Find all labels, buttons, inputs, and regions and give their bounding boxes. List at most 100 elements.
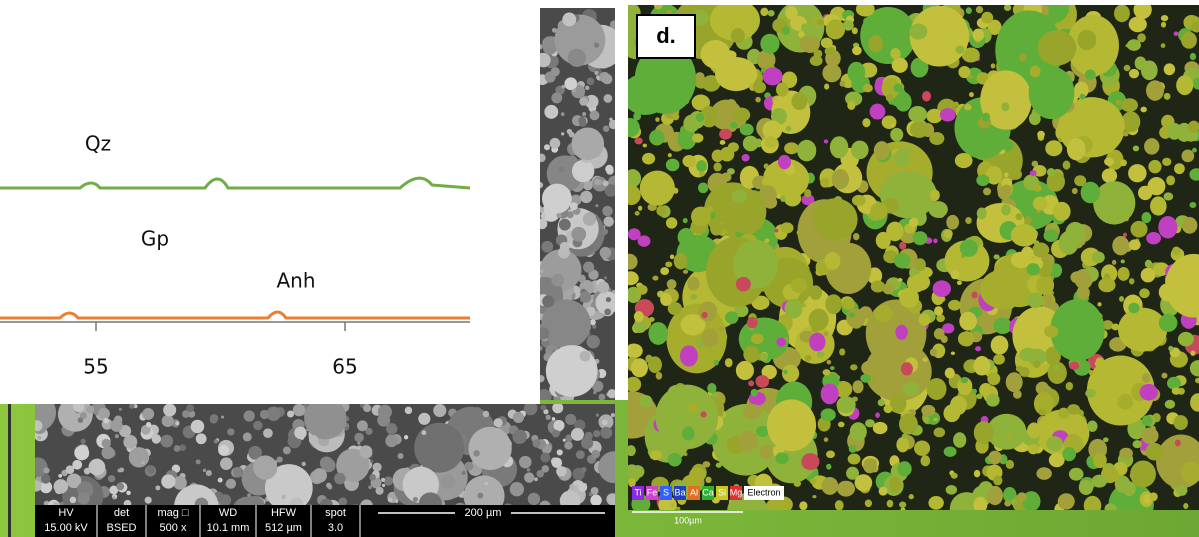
particle [1140,384,1158,401]
particle [585,86,589,90]
particle [129,447,149,467]
particle [764,136,777,148]
particle [873,422,888,434]
particle [921,405,935,416]
particle [592,450,600,458]
particle [982,113,990,122]
particle [110,419,122,431]
particle [929,132,944,145]
particle [572,160,594,182]
particle [776,82,789,96]
particle [886,222,903,242]
particle [628,478,636,487]
particle [603,180,609,186]
particle [951,473,958,479]
particle [668,153,672,157]
particle [930,189,940,201]
particle [594,71,598,75]
particle [1142,373,1150,383]
particle [699,171,705,176]
particle [785,6,798,20]
particle [928,201,947,218]
particle [609,120,618,129]
particle [1015,213,1022,220]
sem-info-value: 500 x [160,522,187,534]
particle [743,346,759,363]
particle [725,311,738,324]
particle [395,499,398,502]
particle [579,97,588,106]
particle [221,416,224,419]
particle [991,335,1009,354]
particle [791,93,807,111]
particle [720,140,726,145]
particle [519,456,531,468]
particle [527,468,531,472]
particle [1089,370,1094,375]
particle [884,405,893,414]
particle [712,150,724,163]
particle [898,278,903,282]
particle [705,477,711,483]
particle [1093,181,1135,224]
particle [702,461,710,467]
particle [1118,377,1127,385]
particle [964,104,971,110]
particle [1069,468,1084,481]
particle [528,493,540,505]
particle [58,474,62,478]
particle [799,501,807,510]
particle [634,137,642,144]
particle [1033,360,1040,368]
particle [72,460,82,470]
particle [119,467,124,472]
particle [602,74,612,84]
particle [851,141,869,160]
particle [649,130,665,146]
particle [824,139,828,143]
particle [604,94,613,103]
particle [559,167,564,172]
particle [634,311,644,322]
particle [468,427,511,470]
particle [1192,148,1197,153]
particle [1102,168,1117,183]
particle [413,497,418,502]
particle [1163,192,1173,200]
particle [897,461,911,476]
particle [210,414,218,422]
particle [870,104,886,120]
particle [696,113,704,122]
particle [1145,443,1163,461]
particle [1165,400,1175,409]
particle [510,482,524,496]
particle [1182,149,1195,162]
particle [719,59,731,70]
particle [751,333,764,344]
particle [714,359,719,365]
particle [1172,387,1181,394]
particle [1181,32,1197,49]
particle [965,114,972,121]
particle [542,184,572,214]
particle [1139,288,1150,298]
particle [1128,164,1146,182]
particle [743,404,762,419]
particle [1120,159,1127,166]
particle [824,332,829,337]
particle [868,35,882,52]
particle [821,384,839,405]
particle [1085,70,1096,80]
particle [473,450,480,457]
legend-label: Ti [634,487,641,497]
particle [1121,259,1125,263]
particle [958,332,972,346]
particle [652,276,658,281]
particle [1006,372,1023,392]
particle [813,50,822,58]
particle [1129,278,1135,284]
particle [1019,367,1030,377]
legend-label: Al [690,487,698,497]
particle [590,495,601,506]
particle [532,439,540,447]
